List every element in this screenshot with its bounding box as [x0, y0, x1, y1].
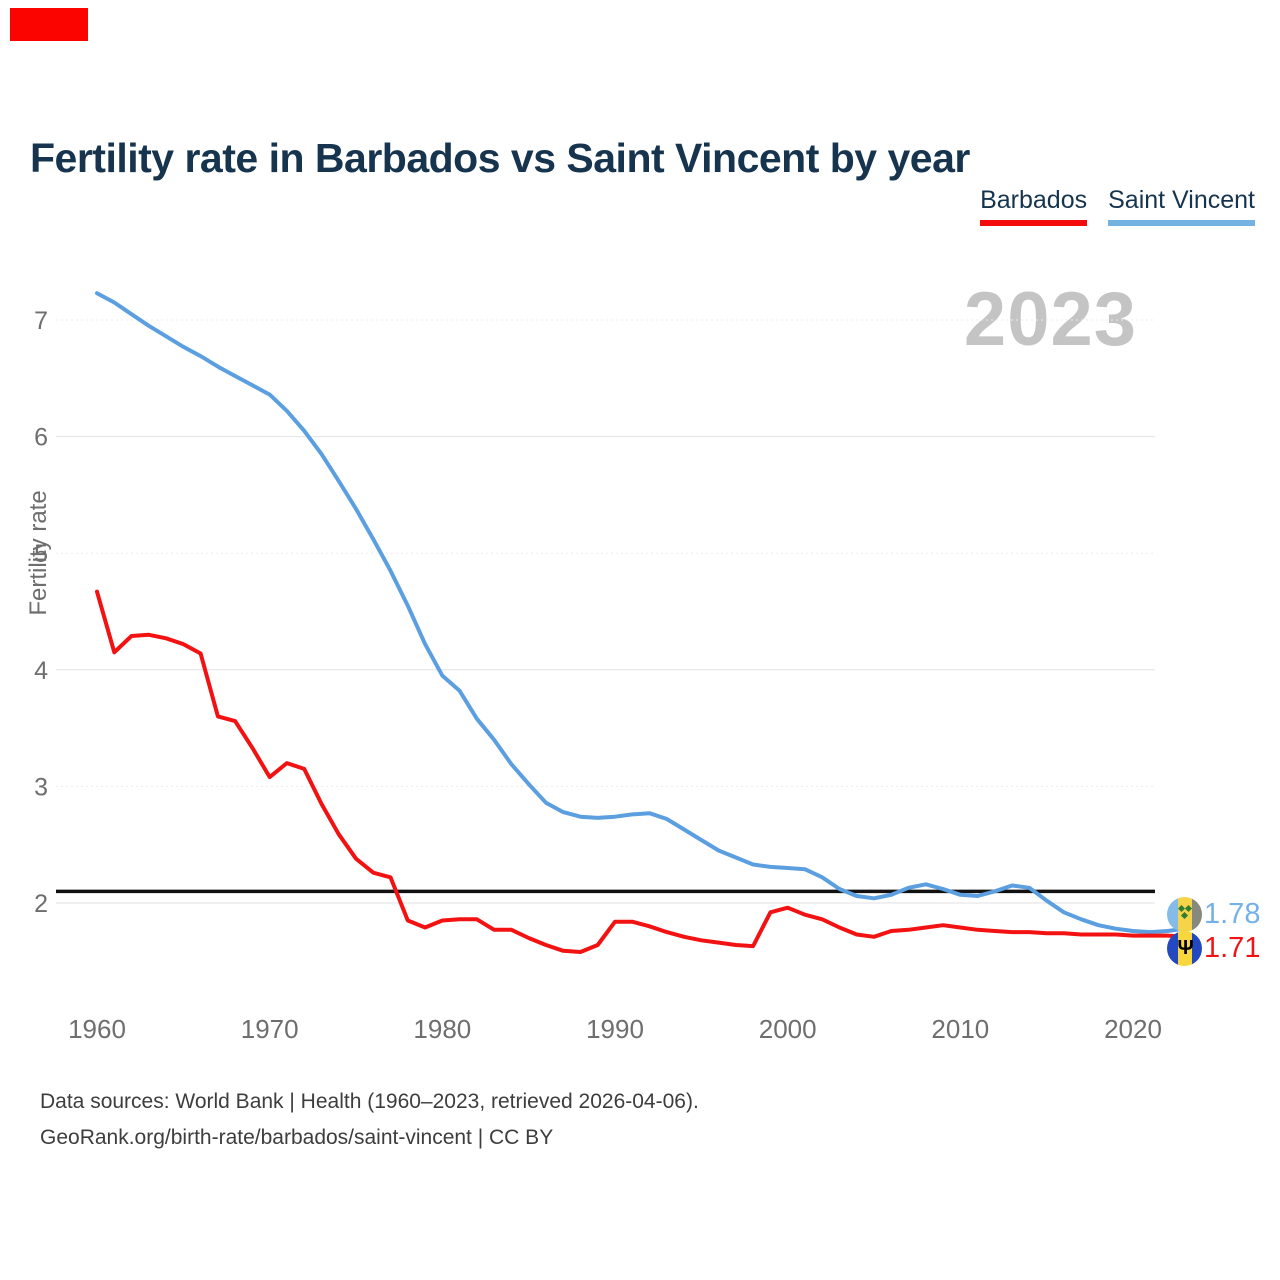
y-tick-label: 3: [34, 773, 48, 801]
y-tick-label: 6: [34, 424, 48, 452]
barbados-flag-icon: Ψ: [1167, 931, 1202, 966]
flag-band: Ψ: [1177, 931, 1194, 966]
x-tick-label: 1960: [68, 1014, 126, 1044]
y-tick-label: 7: [34, 307, 48, 335]
saint-vincent-flag-icon: [1167, 897, 1202, 932]
x-tick-label: 1970: [241, 1014, 299, 1044]
data-sources-line: Data sources: World Bank | Health (1960–…: [40, 1090, 699, 1113]
x-tick-label: 1980: [413, 1014, 471, 1044]
saint-vincent-end-value: 1.78: [1204, 898, 1261, 930]
x-tick-label: 2020: [1104, 1014, 1162, 1044]
x-tick-label: 2010: [931, 1014, 989, 1044]
barbados-end-value: 1.71: [1204, 932, 1261, 964]
flag-diamond: [1184, 904, 1192, 913]
y-tick-label: 4: [34, 657, 48, 685]
gridlines: [56, 319, 1155, 904]
flag-band: [1177, 897, 1192, 932]
flag-diamond: [1177, 904, 1185, 913]
legend-item-saint-vincent[interactable]: Saint Vincent: [1108, 186, 1255, 226]
series-lines: [95, 291, 1187, 954]
legend-item-barbados[interactable]: Barbados: [980, 186, 1088, 226]
x-tick-label: 2000: [759, 1014, 817, 1044]
red-annotation-box: [10, 8, 88, 41]
series-line-saint-vincent: [95, 291, 1187, 935]
flag-band: [1167, 931, 1178, 966]
trident-glyph: Ψ: [1177, 937, 1194, 959]
x-axis-tick-labels: 1960 1970 1980 1990 2000 2010 2020: [68, 1014, 1162, 1044]
y-tick-label: 5: [34, 540, 48, 568]
flag-diamond: [1180, 911, 1189, 920]
series-line-barbados: [95, 589, 1187, 954]
flag-band: [1191, 897, 1202, 932]
flag-band: [1191, 931, 1202, 966]
y-axis-title: Fertility rate: [25, 490, 52, 615]
x-tick-label: 1990: [586, 1014, 644, 1044]
attribution-line: GeoRank.org/birth-rate/barbados/saint-vi…: [40, 1126, 554, 1149]
chart-title: Fertility rate in Barbados vs Saint Vinc…: [30, 135, 970, 182]
y-axis-tick-labels: 7 6 5 4 3 2: [34, 307, 48, 918]
legend: Barbados Saint Vincent: [980, 186, 1255, 226]
y-tick-label: 2: [34, 890, 48, 918]
flag-band: [1167, 897, 1178, 932]
